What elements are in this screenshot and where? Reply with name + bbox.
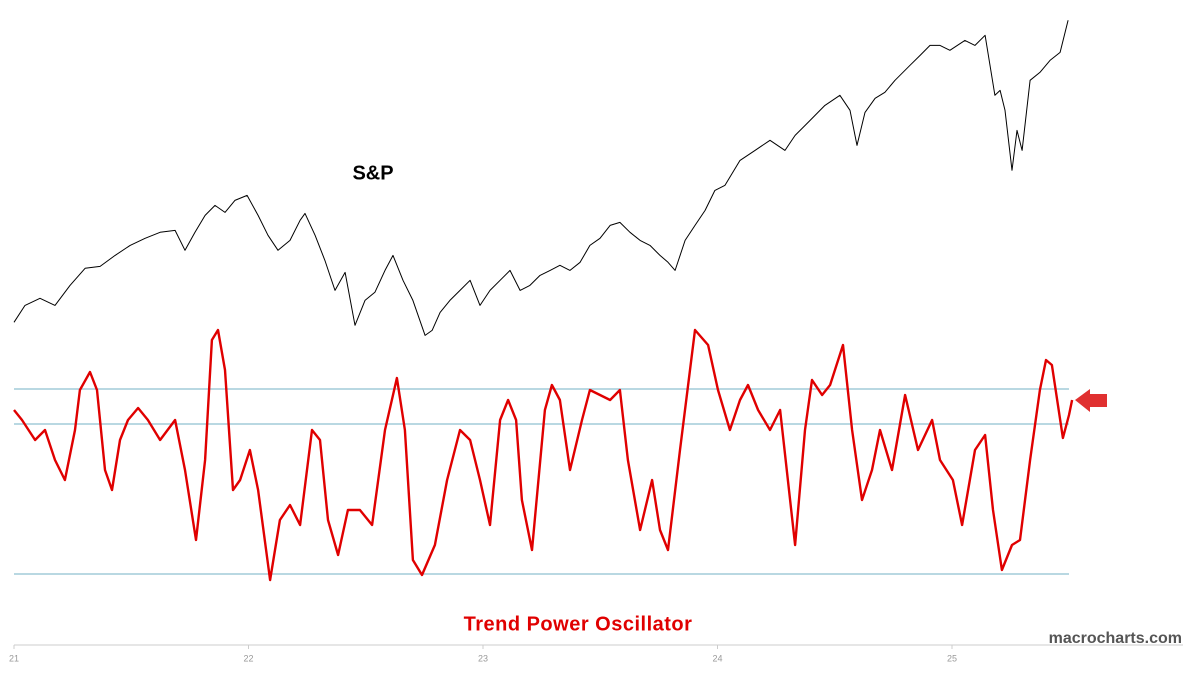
x-tick-label: 25 [947,653,957,663]
arrow [1075,389,1107,412]
x-tick-label: 22 [243,653,253,663]
x-tick-label: 23 [478,653,488,663]
series-line [13,20,1069,336]
x-tick-label: 21 [9,653,19,663]
x-tick-label: 24 [712,653,722,663]
watermark: macrocharts.com [1049,630,1182,647]
series-line [13,328,1074,582]
series-label: S&P [352,162,393,184]
series-label: Trend Power Oscillator [464,613,693,635]
